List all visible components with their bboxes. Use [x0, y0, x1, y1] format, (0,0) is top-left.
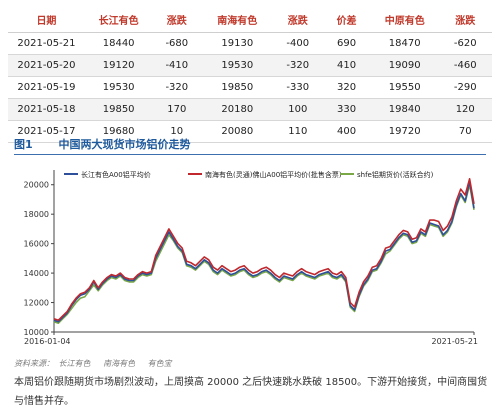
- legend-label: 长江有色A00铝平均价: [81, 170, 151, 179]
- table-cell: 19530: [84, 76, 153, 99]
- source-label: 资料来源：: [14, 359, 54, 368]
- table-row: 2021-05-17 19680 10 20080 110 400 19720 …: [8, 120, 492, 143]
- col-header-nanhai: 南海有色: [201, 6, 274, 33]
- legend-label: 南海有色(灵通)佛山A00铝平均价(批售含票): [205, 170, 342, 179]
- table-cell: 2021-05-20: [8, 54, 85, 77]
- table-cell: 19530: [201, 54, 274, 77]
- table-cell: 19130: [201, 32, 274, 55]
- y-tick-label: 14000: [24, 269, 49, 278]
- figure-title: 中国两大现货市场铝价走势: [58, 138, 191, 151]
- col-header-change-1: 涨跌: [152, 6, 202, 33]
- table-row: 2021-05-19 19530 -320 19850 -330 320 195…: [8, 76, 492, 99]
- table-cell: 2021-05-18: [8, 98, 85, 121]
- table-cell: 110: [273, 120, 323, 143]
- figure-number: 图1: [14, 138, 33, 151]
- table-cell: 170: [152, 98, 202, 121]
- y-tick-label: 10000: [24, 328, 49, 337]
- table-cell: 120: [438, 98, 492, 121]
- figure-heading: 图1 中国两大现货市场铝价走势: [14, 136, 191, 152]
- table-cell: 19090: [370, 54, 439, 77]
- series-line-0: [53, 180, 475, 323]
- table-cell: 400: [322, 120, 371, 143]
- table-cell: 20080: [201, 120, 274, 143]
- table-cell: 19680: [84, 120, 153, 143]
- col-header-change-2: 涨跌: [273, 6, 323, 33]
- table-cell: -320: [152, 76, 202, 99]
- col-header-date: 日期: [8, 6, 85, 33]
- table-cell: -330: [273, 76, 323, 99]
- table-cell: 19550: [370, 76, 439, 99]
- table-cell: 2021-05-17: [8, 120, 85, 143]
- table-cell: -400: [273, 32, 323, 55]
- source-note: 资料来源： 长江有色 南海有色 有色宝: [14, 358, 182, 369]
- table-cell: 70: [438, 120, 492, 143]
- table-cell: 2021-05-21: [8, 32, 85, 55]
- col-header-changjiang: 长江有色: [84, 6, 153, 33]
- col-header-change-3: 涨跌: [438, 6, 492, 33]
- table-cell: -320: [273, 54, 323, 77]
- source-item: 南海有色: [103, 359, 136, 368]
- table-cell: 19120: [84, 54, 153, 77]
- col-header-zhongyuan: 中原有色: [370, 6, 439, 33]
- table-row: 2021-05-20 19120 -410 19530 -320 410 190…: [8, 54, 492, 77]
- table-cell: 20180: [201, 98, 274, 121]
- table-cell: 19850: [84, 98, 153, 121]
- y-tick-label: 20000: [24, 181, 49, 190]
- table-cell: 2021-05-19: [8, 76, 85, 99]
- legend-label: shfe铝期货价(活跃合约): [357, 170, 434, 179]
- series-line-1: [53, 177, 475, 321]
- table-cell: -680: [152, 32, 202, 55]
- x-tick-label: 2021-05-21: [432, 337, 479, 346]
- table-cell: 19840: [370, 98, 439, 121]
- price-table: 日期 长江有色 涨跌 南海有色 涨跌 价差 中原有色 涨跌 2021-05-21…: [8, 6, 492, 143]
- y-tick-label: 12000: [24, 299, 49, 308]
- x-tick-label: 2016-01-04: [24, 337, 71, 346]
- col-header-spread: 价差: [322, 6, 371, 33]
- table-cell: 100: [273, 98, 323, 121]
- table-row: 2021-05-18 19850 170 20180 100 330 19840…: [8, 98, 492, 121]
- table-cell: 18470: [370, 32, 439, 55]
- table-cell: -290: [438, 76, 492, 99]
- table-cell: -460: [438, 54, 492, 77]
- table-cell: 410: [322, 54, 371, 77]
- body-paragraph: 本周铝价跟随期货市场剧烈波动，上周摸高 20000 之后快速跳水跌破 18500…: [14, 377, 488, 407]
- figure-rule: [14, 154, 486, 155]
- table-cell: 690: [322, 32, 371, 55]
- aluminum-price-chart: 10000 12000 14000 16000 18000 20000 2016-01-04…: [24, 170, 479, 346]
- table-cell: 18440: [84, 32, 153, 55]
- series-line-2: [53, 183, 475, 324]
- source-item: 长江有色: [58, 359, 91, 368]
- y-tick-label: 16000: [24, 240, 49, 249]
- table-cell: 10: [152, 120, 202, 143]
- y-tick-label: 18000: [24, 210, 49, 219]
- table-cell: -620: [438, 32, 492, 55]
- table-cell: 19720: [370, 120, 439, 143]
- table-cell: 330: [322, 98, 371, 121]
- table-cell: -410: [152, 54, 202, 77]
- table-header-row: 日期 长江有色 涨跌 南海有色 涨跌 价差 中原有色 涨跌: [8, 6, 492, 33]
- source-item: 有色宝: [147, 359, 172, 368]
- table-cell: 320: [322, 76, 371, 99]
- table-row: 2021-05-21 18440 -680 19130 -400 690 184…: [8, 32, 492, 55]
- table-cell: 19850: [201, 76, 274, 99]
